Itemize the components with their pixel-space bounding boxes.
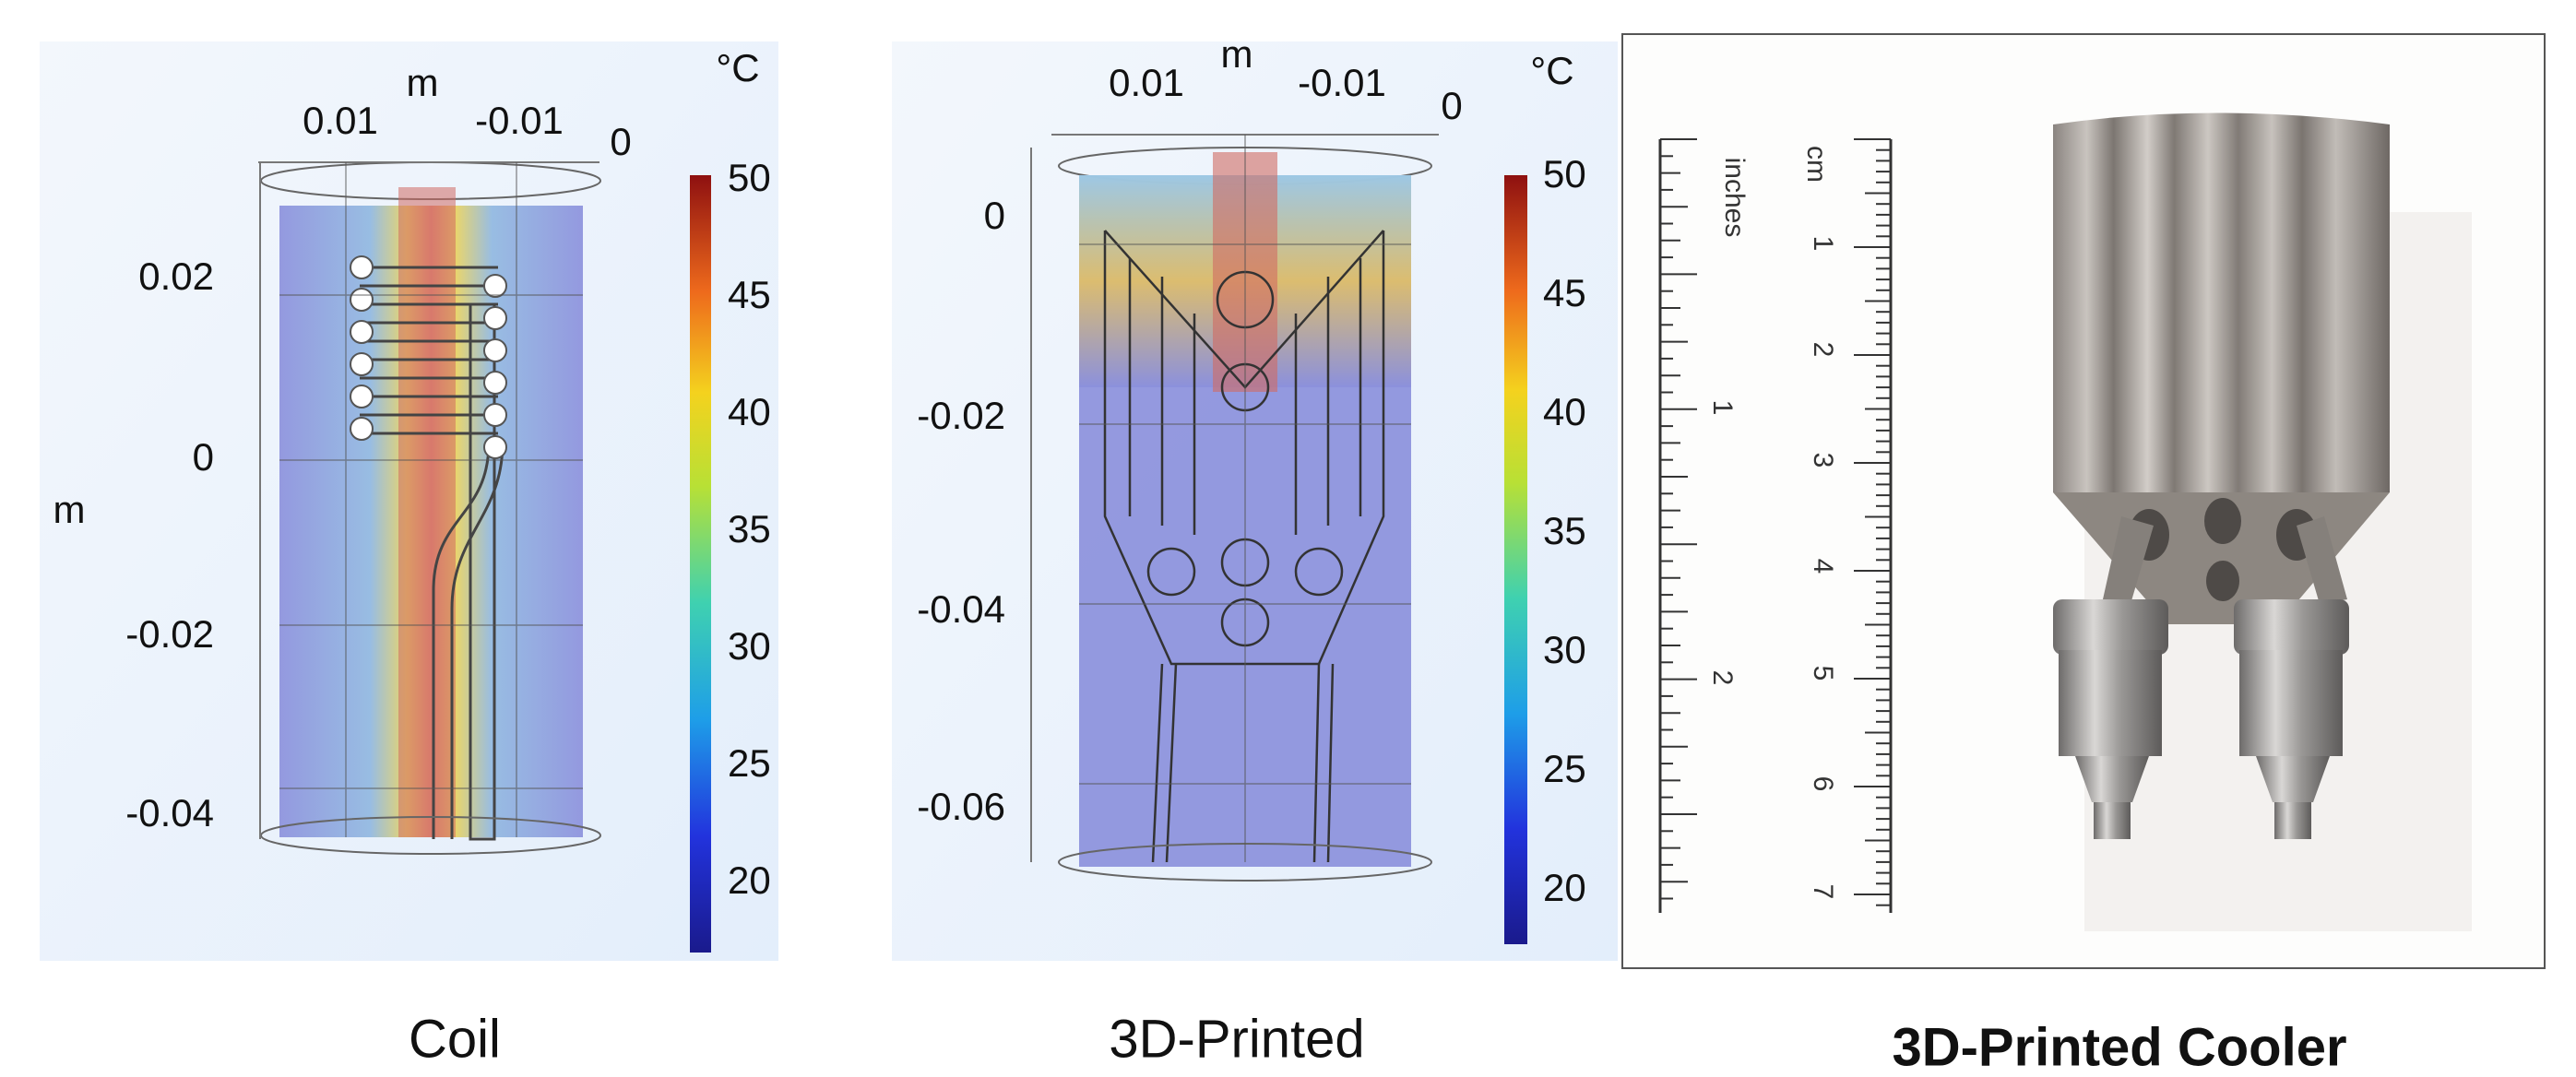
colorbar-tick-label: 35 <box>728 507 771 550</box>
caption: 3D-Printed Cooler <box>1892 1017 2346 1077</box>
y-tick-label: 0.02 <box>138 254 214 298</box>
colorbar-tick-label: 35 <box>1543 509 1586 552</box>
y-axis-label: m <box>53 488 86 531</box>
ruler-number: 4 <box>1808 559 1838 574</box>
colorbar-tick-label: 30 <box>1543 628 1586 671</box>
colorbar-tick-label: 25 <box>1543 747 1586 790</box>
colorbar-tick-label: 25 <box>728 741 771 785</box>
ruler-number: 2 <box>1707 670 1738 686</box>
colorbar-tick-label: 45 <box>1543 271 1586 314</box>
fitting <box>2239 650 2343 756</box>
colorbar-tick-label: 20 <box>1543 866 1586 909</box>
colorbar-unit: °C <box>716 46 759 89</box>
ruler-number: 5 <box>1808 666 1838 681</box>
fitting <box>2075 756 2149 802</box>
fitting <box>2094 802 2131 839</box>
coil <box>360 266 505 841</box>
ruler-number: 2 <box>1808 342 1838 358</box>
cooler-body <box>2053 112 2390 492</box>
ruler-number: 1 <box>1707 400 1738 416</box>
ruler-number: 3 <box>1808 453 1838 468</box>
colorbar-unit: °C <box>1530 49 1573 92</box>
rulers <box>1658 138 1893 913</box>
y-tick-label: 0 <box>984 194 1005 237</box>
x-tick-label: 0.01 <box>303 99 378 142</box>
caption: Coil <box>409 1009 501 1069</box>
ruler-number: 7 <box>1808 884 1838 900</box>
colorbar-tick-label: 40 <box>728 390 771 433</box>
grid <box>1079 135 1411 862</box>
colorbar-tick-label: 40 <box>1543 390 1586 433</box>
cooler-legs <box>2103 516 2347 604</box>
x-tick-label: -0.01 <box>475 99 564 142</box>
colorbar-tick-label: 20 <box>728 858 771 902</box>
colorbar-tick-label: 45 <box>728 273 771 316</box>
x-axis-label: m <box>407 61 439 104</box>
caption: 3D-Printed <box>1109 1009 1364 1069</box>
colorbar <box>690 175 711 953</box>
colorbar-tick-label: 50 <box>1543 152 1586 195</box>
fitting <box>2256 756 2330 802</box>
x-tick-label: 0 <box>1441 84 1462 127</box>
x-axis-label: m <box>1221 32 1253 76</box>
coil-sections <box>350 255 507 459</box>
x-tick-label: 0.01 <box>1109 61 1184 104</box>
ruler-number: 1 <box>1808 236 1838 252</box>
fitting <box>2274 802 2311 839</box>
x-tick-label: 0 <box>610 120 631 163</box>
ruler-label: cm <box>1801 146 1832 183</box>
fitting <box>2234 599 2349 655</box>
y-tick-label: -0.06 <box>917 785 1005 828</box>
colorbar-tick-label: 50 <box>728 156 771 199</box>
ruler-number: 6 <box>1808 776 1838 792</box>
y-tick-label: -0.02 <box>917 394 1005 437</box>
y-tick-label: -0.04 <box>125 791 214 834</box>
y-tick-label: 0 <box>193 435 214 479</box>
y-tick-label: -0.02 <box>125 612 214 656</box>
y-tick-label: -0.04 <box>917 587 1005 631</box>
colorbar <box>1504 175 1527 944</box>
grid <box>279 162 583 837</box>
fitting <box>2053 599 2168 655</box>
fitting <box>2059 650 2162 756</box>
x-tick-label: -0.01 <box>1298 61 1386 104</box>
colorbar-tick-label: 30 <box>728 624 771 668</box>
ruler-label: inches <box>1719 158 1750 238</box>
